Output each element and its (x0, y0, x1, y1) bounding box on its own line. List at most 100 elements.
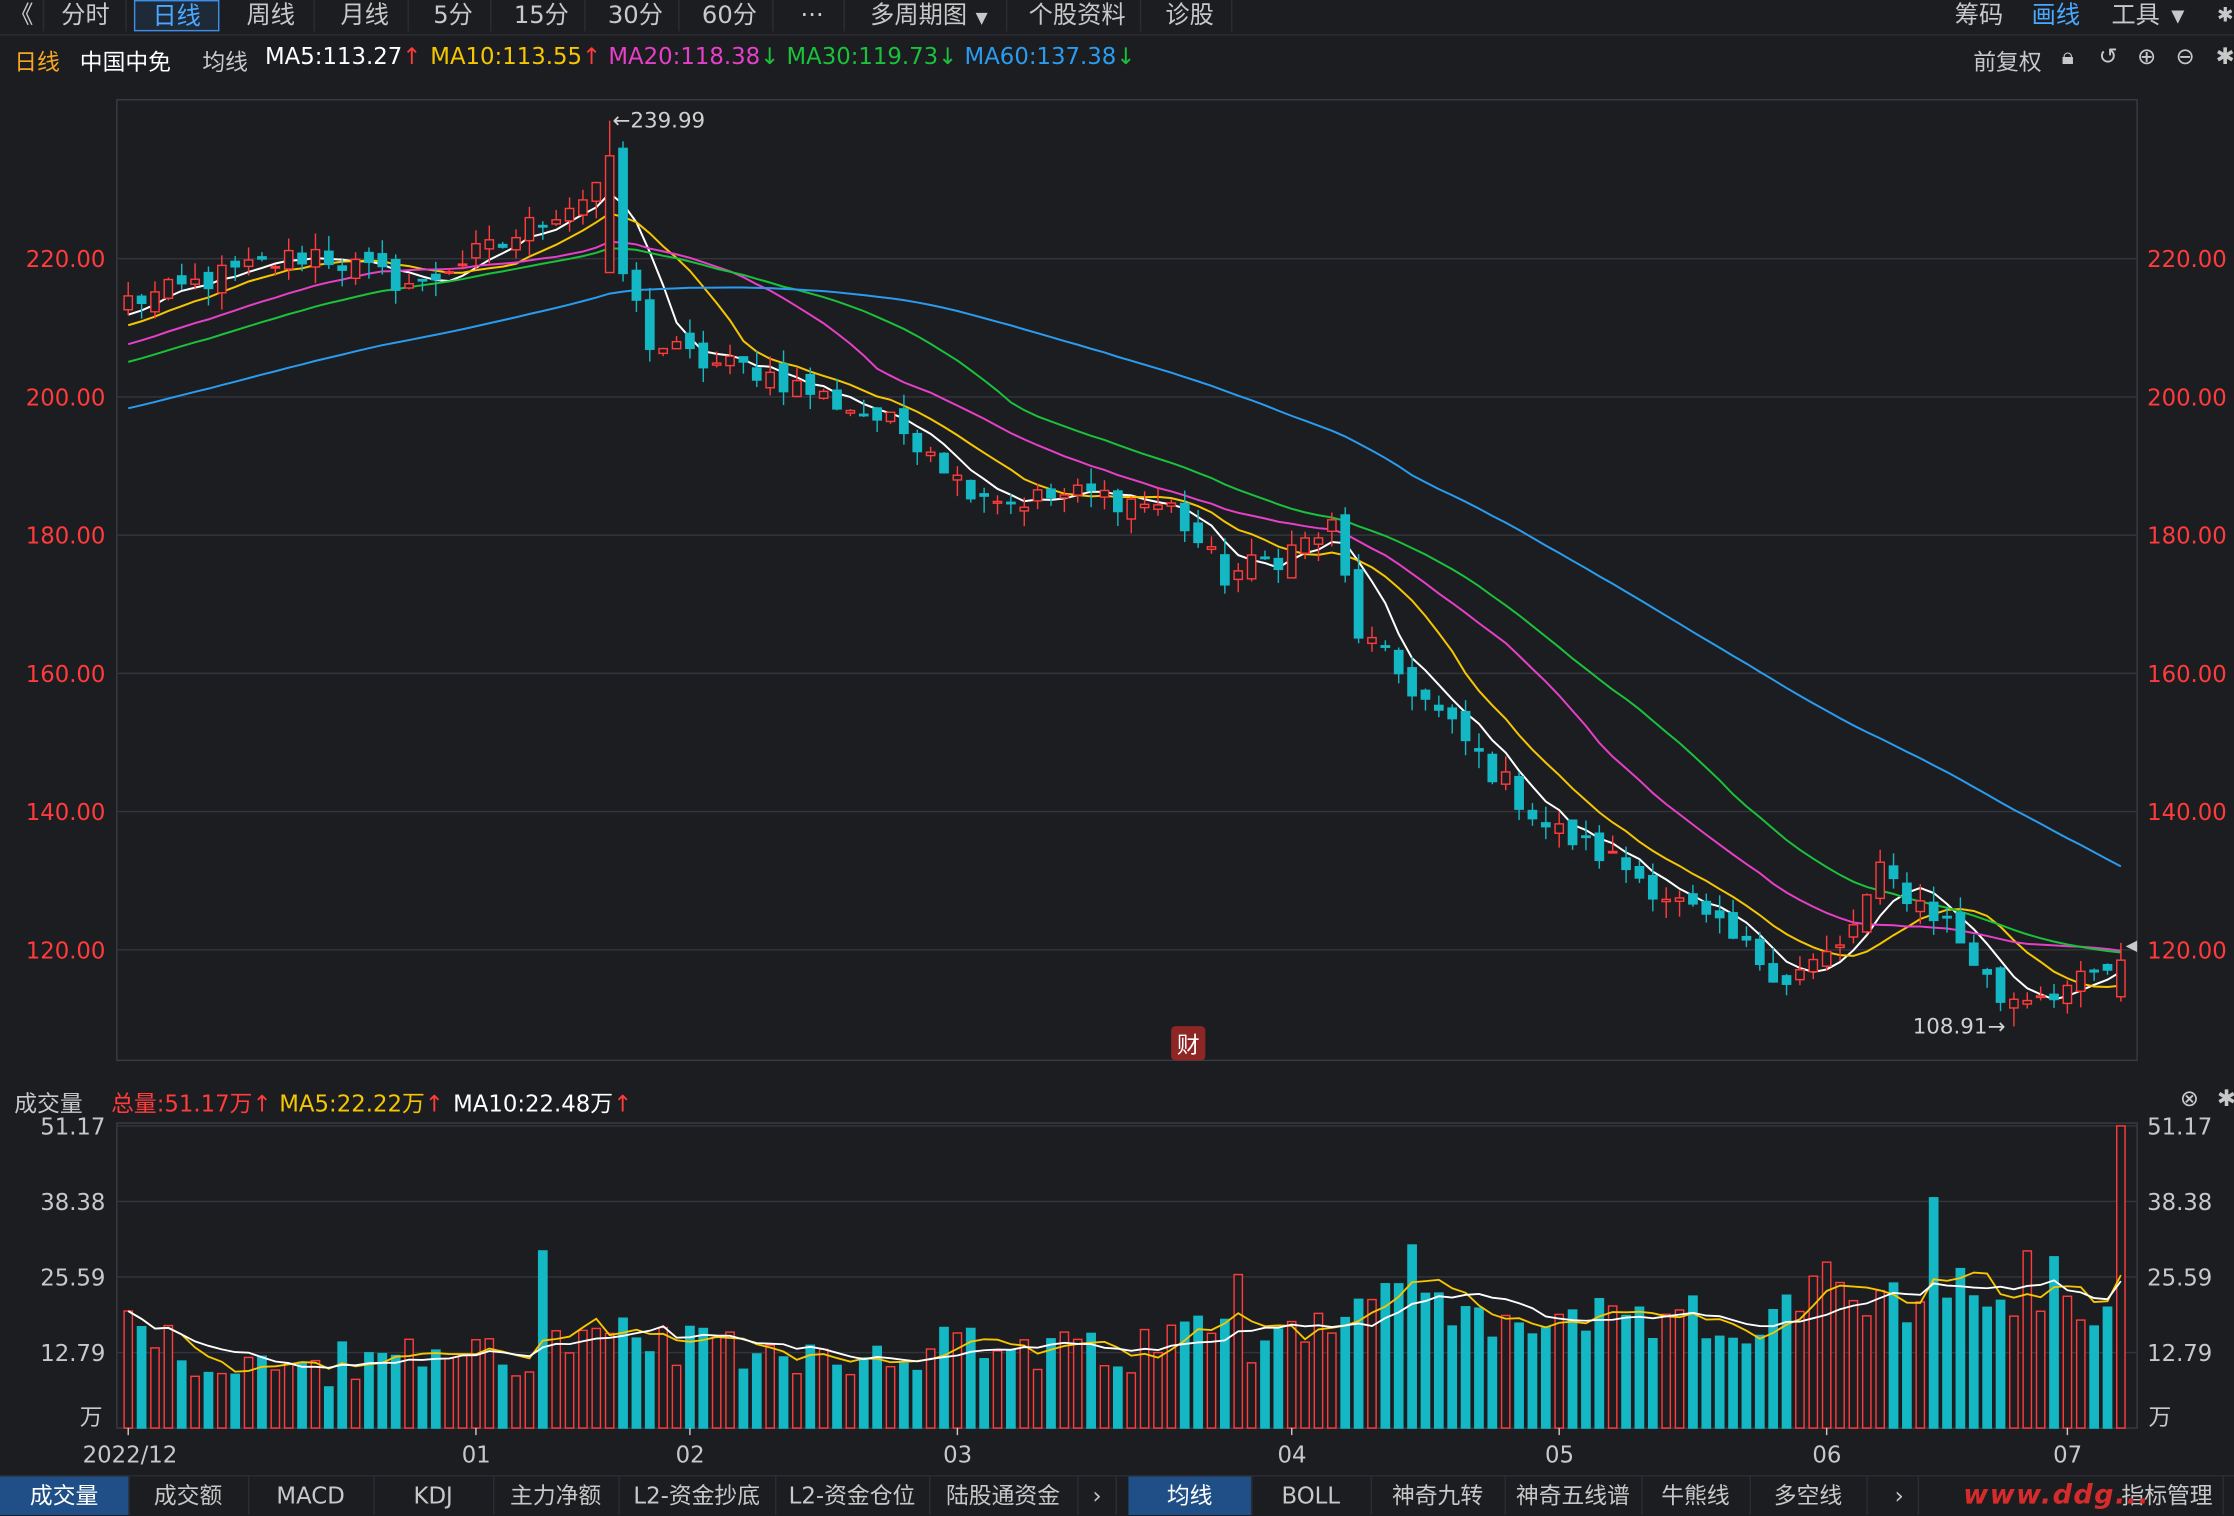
candle[interactable] (778, 363, 789, 393)
candle[interactable] (711, 362, 722, 366)
volume-bar[interactable] (2075, 1319, 2086, 1429)
volume-bar[interactable] (618, 1317, 628, 1429)
volume-bar[interactable] (377, 1352, 388, 1429)
volume-bar[interactable] (1540, 1326, 1551, 1429)
volume-bar[interactable] (1032, 1368, 1043, 1429)
volume-bar[interactable] (564, 1352, 575, 1429)
volume-bar[interactable] (1153, 1351, 1163, 1429)
zoom-in-icon[interactable]: ⊕ (2137, 42, 2157, 70)
volume-bar[interactable] (1460, 1306, 1471, 1429)
candle[interactable] (390, 258, 401, 291)
candle[interactable] (899, 408, 909, 435)
volume-bar[interactable] (1193, 1315, 1203, 1429)
volume-bar[interactable] (1995, 1299, 2006, 1429)
volume-bar[interactable] (323, 1386, 334, 1429)
volume-bar[interactable] (725, 1331, 735, 1429)
volume-bar[interactable] (1888, 1282, 1899, 1429)
candle[interactable] (1460, 710, 1471, 742)
volume-bar[interactable] (1447, 1325, 1458, 1429)
candle[interactable] (1835, 944, 1845, 949)
candle[interactable] (658, 347, 669, 355)
candle[interactable] (1220, 554, 1230, 586)
volume-bar[interactable] (2089, 1325, 2099, 1429)
indicator-tab-3[interactable]: KDJ (373, 1476, 495, 1515)
lock-icon[interactable]: 🔒︎ (2061, 42, 2074, 70)
volume-bar[interactable] (404, 1338, 414, 1429)
volume-bar[interactable] (858, 1357, 869, 1429)
indicator-tab-7[interactable]: 陆股通资金 (929, 1476, 1079, 1515)
volume-bar[interactable] (364, 1352, 374, 1429)
volume-bar[interactable] (1166, 1324, 1177, 1429)
volume-bar[interactable] (1955, 1267, 1966, 1429)
volume-bar[interactable] (992, 1350, 1003, 1429)
volume-bar[interactable] (671, 1364, 682, 1429)
volume-bar[interactable] (216, 1372, 227, 1429)
candle[interactable] (1527, 809, 1538, 820)
volume-bar[interactable] (912, 1369, 923, 1429)
settings-gear-icon[interactable]: ✱ (2217, 1085, 2234, 1112)
candle[interactable] (1714, 910, 1725, 919)
candle[interactable] (511, 236, 521, 251)
candle[interactable] (190, 278, 200, 285)
candle[interactable] (1768, 963, 1779, 983)
candle[interactable] (1059, 494, 1070, 499)
overlay-tab-6[interactable]: 指标管理 (2111, 1476, 2225, 1515)
candle[interactable] (1968, 942, 1979, 966)
candle[interactable] (1433, 704, 1444, 711)
volume-bar[interactable] (243, 1356, 254, 1429)
candle[interactable] (257, 256, 267, 260)
volume-bar[interactable] (1420, 1292, 1431, 1429)
candle[interactable] (845, 409, 856, 414)
candle[interactable] (1006, 501, 1016, 505)
candle[interactable] (2009, 998, 2019, 1009)
volume-bar[interactable] (1835, 1281, 1845, 1429)
volume-bar[interactable] (270, 1369, 281, 1429)
candle[interactable] (738, 356, 749, 363)
candle[interactable] (1567, 819, 1578, 846)
overlay-tab-2[interactable]: 神奇九转 (1371, 1476, 1506, 1515)
volume-bar[interactable] (1313, 1312, 1324, 1429)
candle[interactable] (1166, 502, 1177, 507)
overlay-tab-3[interactable]: 神奇五线谱 (1505, 1476, 1643, 1515)
candle[interactable] (1019, 506, 1030, 512)
volume-bar[interactable] (1607, 1305, 1618, 1429)
candle[interactable] (524, 216, 535, 242)
volume-bar[interactable] (230, 1373, 241, 1429)
tab-period-11[interactable]: 诊股 (1148, 0, 1233, 32)
volume-bar[interactable] (511, 1375, 521, 1429)
volume-bar[interactable] (965, 1327, 976, 1429)
candle[interactable] (992, 500, 1003, 504)
candle[interactable] (1821, 950, 1832, 967)
volume-bar[interactable] (578, 1329, 588, 1429)
volume-bar[interactable] (1968, 1295, 1979, 1429)
candle[interactable] (430, 273, 441, 281)
volume-bar[interactable] (484, 1338, 495, 1429)
candle[interactable] (377, 253, 388, 268)
volume-bar[interactable] (778, 1356, 789, 1429)
candle[interactable] (1741, 935, 1752, 941)
volume-bar[interactable] (1019, 1339, 1030, 1429)
candle[interactable] (150, 291, 160, 313)
volume-bar[interactable] (805, 1344, 816, 1429)
candle[interactable] (1781, 975, 1792, 985)
volume-bar[interactable] (444, 1357, 455, 1429)
overlay-tab-5[interactable]: 多空线 (1750, 1476, 1868, 1515)
candle[interactable] (337, 265, 348, 271)
volume-bar[interactable] (1567, 1309, 1578, 1429)
candle[interactable] (1540, 822, 1551, 828)
candle[interactable] (751, 367, 762, 381)
candle[interactable] (1447, 707, 1458, 720)
volume-bar[interactable] (2035, 1310, 2046, 1429)
candle[interactable] (2049, 993, 2059, 1001)
candle[interactable] (2075, 970, 2086, 992)
volume-bar[interactable] (832, 1364, 842, 1429)
candle[interactable] (1393, 649, 1404, 675)
candle[interactable] (1621, 857, 1631, 871)
candle[interactable] (484, 239, 495, 250)
candle[interactable] (1032, 489, 1043, 502)
volume-bar[interactable] (283, 1363, 294, 1429)
candle[interactable] (1581, 835, 1591, 839)
candle[interactable] (885, 411, 896, 423)
candle[interactable] (1193, 522, 1203, 544)
volume-bar[interactable] (1220, 1318, 1230, 1429)
